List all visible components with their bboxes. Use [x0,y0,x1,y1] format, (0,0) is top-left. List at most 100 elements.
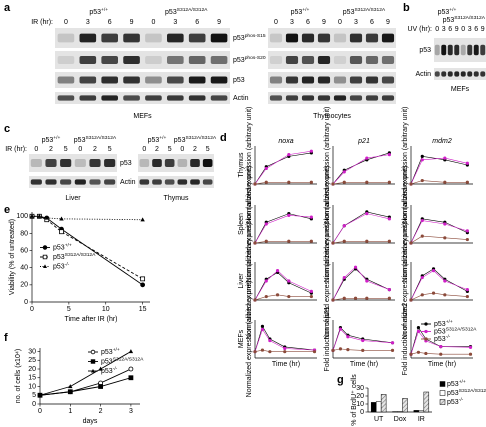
x-tick-label: 0 [30,306,34,313]
x-tick-label: 5 [67,306,71,313]
marker [431,291,436,295]
series-line [39,377,132,396]
marker [275,293,280,297]
y-axis-label: Fold induction of mdm2 [402,303,409,376]
y-tick-label: 0 [360,409,364,416]
x-tick-label: 2 [99,408,103,415]
lane-label: 9 [130,19,134,26]
blot-band [190,159,200,167]
blot-band [57,56,75,64]
series-line [410,235,468,244]
x-axis-label: Time (hr) [272,361,300,368]
blot-band [454,44,460,56]
marker [416,325,421,330]
lane-label: 5 [168,146,172,153]
marker [342,239,346,243]
x-tick-label: 15 [139,306,147,313]
lane-label: 3 [442,26,446,33]
y-tick-label: 15 [28,375,36,382]
blot-band [89,179,101,185]
blot-membrane [268,28,396,48]
marker [468,345,473,349]
series-line [332,268,390,301]
marker [387,153,391,157]
row-label: p53 [233,77,245,84]
blot-band [473,71,479,77]
marker [44,215,49,220]
y-tick-label: 25 [28,357,36,364]
blot-band [202,159,213,167]
row-label: MEFs [238,329,245,348]
blot-band [441,44,447,56]
blot-band [317,33,331,43]
legend-marker [424,322,428,326]
series-line [410,180,468,185]
blot-band [188,33,206,43]
panel-label: f [4,332,8,344]
legend-swatch [439,390,446,396]
marker [443,222,447,226]
marker [387,296,391,300]
blot-band [447,71,453,77]
marker [140,282,146,288]
blot-band [317,95,331,101]
blot-band [269,95,283,101]
legend-label: p53-/- [53,261,70,270]
blot-band [480,71,486,77]
blot-membrane [55,28,230,48]
row-label: p53phos-S20 [233,55,266,64]
bar [375,401,382,413]
bar [402,398,408,413]
lane-label: 2 [193,146,197,153]
blot-band [145,76,162,84]
blot-band [188,95,206,101]
blot-band [333,33,347,43]
chart-title: noxa [278,138,293,145]
x-tick-label: UT [374,416,384,423]
legend-label: p53+/+ [53,242,72,251]
blot-band [317,56,331,64]
row-label: Actin [233,95,249,102]
blot-band [167,56,184,64]
x-axis-label: Time after IR (hr) [64,316,117,323]
y-axis-label: Normalized expression (arbitrary unit) [246,281,253,398]
blot-band [285,76,299,84]
panel-label: g [337,374,344,386]
marker [37,392,43,397]
lane-label: 0 [180,146,184,153]
bar [413,410,420,413]
series-line [332,213,390,244]
marker [443,236,447,240]
marker [264,239,268,243]
lane-label: 0 [64,19,68,26]
marker [342,275,346,280]
blot-caption: Thymus [164,195,189,202]
legend-marker [42,264,48,268]
legend-marker [90,359,96,364]
blot-band [167,33,184,43]
blot-band [101,76,118,84]
blot-band [60,159,72,167]
y-axis-label: Normalized expression (arbitrary unit) [324,107,331,224]
marker [264,279,268,283]
marker [365,239,369,243]
blot-band [285,95,299,101]
lane-label: 2 [93,146,97,153]
marker [409,182,413,186]
lane-label: 6 [474,26,478,33]
marker [287,213,291,217]
series-line [410,220,468,244]
marker [353,296,358,300]
blot-band [381,33,395,43]
lane-label: 5 [206,146,210,153]
blot-band [101,56,118,64]
y-tick-label: 0 [24,299,28,306]
series-line [410,268,468,301]
lane-label: 3 [354,19,358,26]
blot-band [89,159,101,167]
lane-label: 6 [370,19,374,26]
axis-label: IR (hr): [5,146,27,153]
marker [260,348,265,352]
panel-label: e [4,204,10,216]
blot-band [210,76,228,84]
